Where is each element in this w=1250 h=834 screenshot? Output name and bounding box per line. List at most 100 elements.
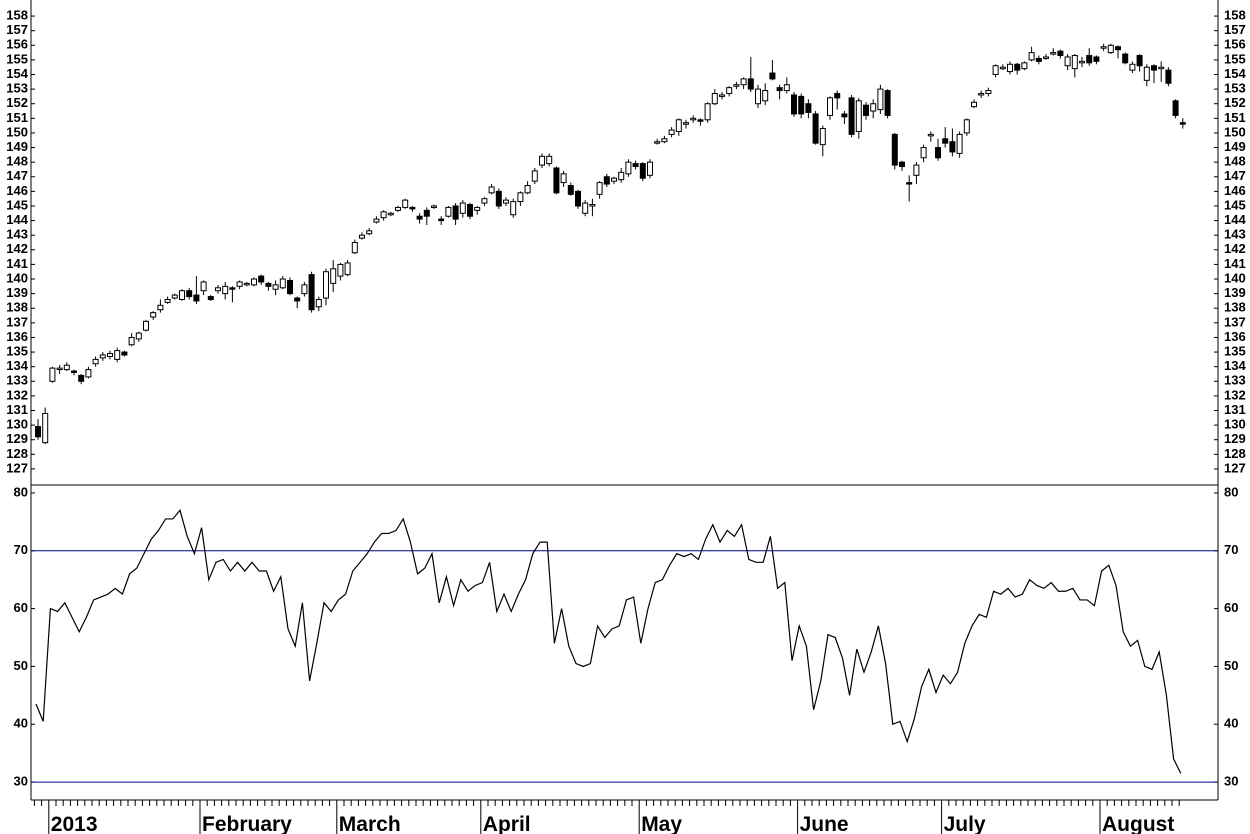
y-tick-label-right: 127	[1224, 460, 1246, 475]
candle-body	[99, 354, 106, 359]
y-tick-label-right: 141	[1224, 256, 1246, 271]
candle-body	[157, 304, 164, 311]
candle-body	[697, 119, 704, 122]
candle-body	[567, 185, 574, 195]
candle-body	[978, 92, 985, 96]
y-tick-label: 155	[6, 51, 28, 66]
y-tick-label: 148	[6, 154, 28, 169]
y-tick-label: 157	[6, 22, 28, 37]
candle-body	[769, 72, 776, 80]
candle-body	[207, 296, 214, 300]
y-tick-label-right: 156	[1224, 37, 1246, 52]
y-tick-label-right: 60	[1224, 600, 1238, 615]
y-tick-label: 131	[6, 402, 28, 417]
y-tick-label-right: 70	[1224, 542, 1238, 557]
candle-body	[1014, 63, 1021, 71]
candle-body	[474, 206, 481, 211]
candle-body	[647, 161, 653, 176]
candle-body	[251, 278, 257, 286]
candle-body	[1100, 46, 1107, 49]
candle-body	[164, 298, 171, 303]
candle-body	[999, 66, 1006, 70]
candle-body	[690, 117, 697, 121]
candle-body	[1079, 60, 1085, 64]
y-tick-label-right: 155	[1224, 51, 1246, 66]
x-tick-label: March	[339, 813, 401, 834]
candle-body	[171, 294, 178, 299]
candle-body	[927, 133, 934, 137]
candle-body	[495, 190, 502, 207]
candle-body	[863, 104, 869, 116]
y-tick-label: 133	[6, 373, 28, 388]
candle-body	[416, 215, 423, 220]
candle-body	[301, 284, 308, 295]
candle-body	[841, 113, 848, 118]
candle-body	[1064, 56, 1071, 67]
candle-body	[359, 234, 365, 239]
y-tick-label: 152	[6, 95, 28, 110]
candle-body	[431, 205, 437, 208]
y-tick-label: 142	[6, 241, 28, 256]
x-tick-label: April	[483, 813, 531, 834]
candle-body	[596, 182, 603, 195]
candle-body	[884, 90, 891, 116]
candle-body	[755, 88, 761, 105]
y-tick-label-right: 157	[1224, 22, 1246, 37]
candle-body	[409, 206, 416, 210]
candle-body	[1143, 66, 1150, 81]
x-tick-label: February	[202, 813, 292, 834]
candle-body	[459, 202, 466, 214]
candle-body	[582, 202, 589, 214]
y-tick-label: 149	[6, 139, 28, 154]
candle-body	[373, 218, 380, 223]
y-tick-label-right: 130	[1224, 417, 1246, 432]
y-tick-label-right: 140	[1224, 270, 1246, 285]
candle-body	[1093, 56, 1100, 62]
y-tick-label: 146	[6, 183, 28, 198]
y-tick-label-right: 30	[1224, 774, 1238, 789]
candle-body	[135, 332, 142, 340]
y-tick-label: 154	[6, 66, 28, 81]
y-tick-label: 130	[6, 417, 28, 432]
candle-body	[337, 263, 344, 277]
y-tick-label-right: 153	[1224, 81, 1246, 96]
y-tick-label: 129	[6, 431, 28, 446]
candle-body	[1158, 66, 1165, 70]
y-tick-label: 135	[6, 344, 28, 359]
candle-body	[575, 190, 581, 207]
y-tick-label-right: 147	[1224, 168, 1246, 183]
candle-body	[654, 141, 661, 144]
y-tick-label-right: 136	[1224, 329, 1246, 344]
candle-body	[78, 374, 85, 382]
y-tick-label-right: 152	[1224, 95, 1246, 110]
candle-body	[287, 279, 293, 295]
y-tick-label: 147	[6, 168, 28, 183]
y-tick-label-right: 137	[1224, 314, 1246, 329]
y-tick-label-right: 158	[1224, 8, 1246, 23]
candle-body	[387, 212, 394, 216]
candle-body	[1165, 69, 1172, 84]
candle-body	[668, 129, 675, 135]
candle-body	[877, 88, 884, 111]
y-tick-label-right: 151	[1224, 110, 1246, 125]
y-tick-label: 158	[6, 8, 28, 23]
candle-body	[114, 350, 121, 360]
y-tick-label: 156	[6, 37, 28, 52]
candle-body	[63, 364, 70, 371]
y-tick-label-right: 143	[1224, 227, 1246, 242]
y-tick-label: 138	[6, 300, 28, 315]
candle-body	[776, 87, 783, 92]
candle-body	[560, 173, 567, 184]
candle-body	[733, 84, 740, 87]
candle-body	[395, 206, 401, 211]
candle-body	[143, 320, 149, 331]
candle-body	[719, 94, 725, 97]
candle-body	[85, 369, 92, 378]
candle-body	[791, 94, 797, 115]
candle-body	[1043, 56, 1049, 59]
candle-body	[323, 271, 329, 299]
candle-body	[193, 294, 200, 302]
candle-body	[891, 133, 898, 166]
candle-body	[920, 147, 927, 159]
candle-body	[524, 185, 531, 194]
